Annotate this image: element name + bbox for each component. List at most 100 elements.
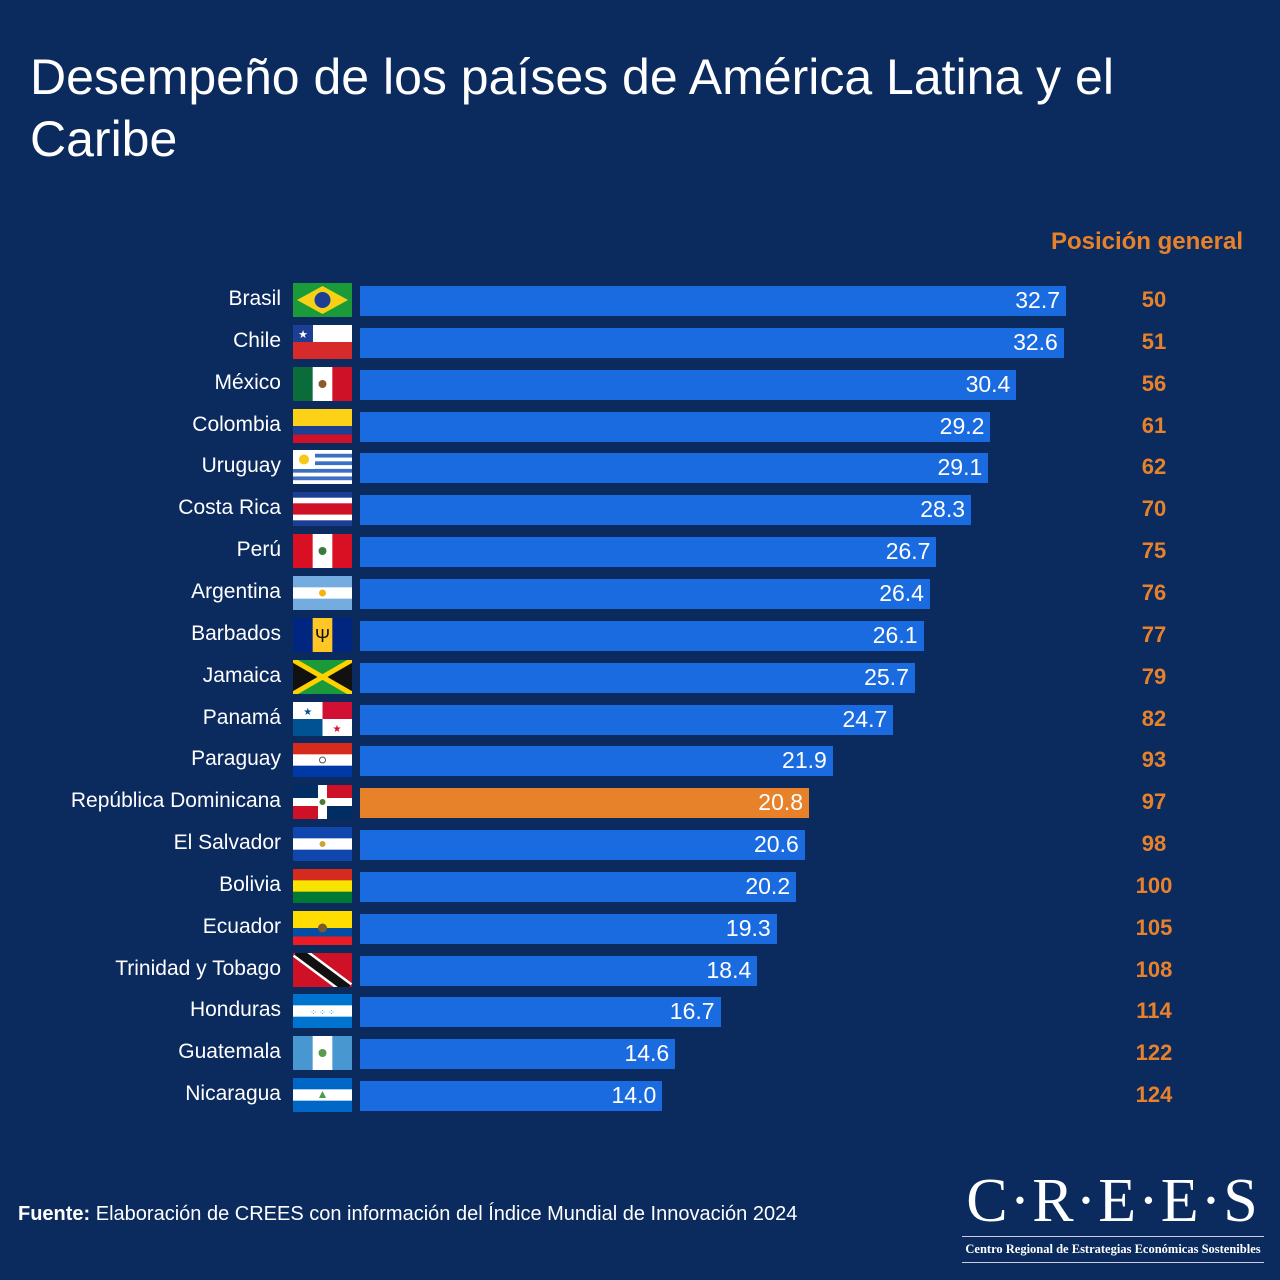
bar-mexico [360,369,1017,400]
category-label-el-salvador: El Salvador [173,831,281,855]
rank-label-argentina: 76 [1141,579,1167,605]
rank-label-colombia: 61 [1141,412,1167,438]
flag-icon-paraguay [293,743,352,778]
category-label-republica-dominicana: República Dominicana [70,789,281,813]
rank-label-republica-dominicana: 97 [1141,789,1167,815]
flag-icon-chile: ★ [293,324,352,360]
rank-label-panama: 82 [1141,705,1167,731]
flag-icon-brasil [293,283,352,317]
value-label-bolivia: 20.2 [745,872,791,899]
bar-peru [360,537,937,568]
crees-logo: C·R·E·E·S Centro Regional de Estrategias… [962,1168,1264,1263]
bar-republica-dominicana [360,788,810,819]
bar-barbados [360,620,924,651]
svg-text:★: ★ [303,707,312,718]
rank-label-barbados: 77 [1141,621,1167,647]
value-label-peru: 26.7 [885,538,931,565]
category-label-chile: Chile [233,328,281,352]
category-label-nicaragua: Nicaragua [185,1082,281,1106]
rank-label-mexico: 56 [1141,370,1167,396]
flag-icon-ecuador [293,910,352,945]
bar-honduras [360,997,721,1028]
bar-argentina [360,578,930,609]
value-label-mexico: 30.4 [965,370,1011,397]
value-label-panama: 24.7 [842,705,888,732]
rank-label-brasil: 50 [1141,287,1167,312]
bar-el-salvador [360,830,805,861]
rank-label-guatemala: 122 [1135,1040,1173,1066]
flag-icon-panama: ★ ★ [293,701,352,736]
rank-label-ecuador: 105 [1135,914,1173,940]
flag-icon-jamaica [291,657,354,696]
flag-icon-bolivia [293,868,352,904]
value-label-barbados: 26.1 [872,621,918,648]
flag-icon-el-salvador [293,827,352,862]
category-label-mexico: México [214,370,281,394]
bar-colombia [360,411,991,442]
rank-label-nicaragua: 124 [1135,1082,1173,1108]
flag-icon-republica-dominicana [293,785,352,820]
category-label-brasil: Brasil [228,287,281,310]
value-label-jamaica: 25.7 [864,663,909,690]
category-label-bolivia: Bolivia [219,872,281,896]
value-label-argentina: 26.4 [879,579,924,606]
value-label-honduras: 16.7 [669,998,715,1025]
category-label-honduras: Honduras [189,998,281,1022]
value-label-chile: 32.6 [1013,328,1058,355]
logo-wordmark: C·R·E·E·S [966,1167,1260,1235]
svg-text:Ψ: Ψ [315,626,330,646]
category-label-panama: Panamá [202,705,281,729]
value-label-brasil: 32.7 [1015,287,1060,313]
category-label-paraguay: Paraguay [191,747,281,771]
bar-paraguay [360,746,833,777]
logo-subtitle: Centro Regional de Estrategias Económica… [962,1236,1264,1263]
bar-trinidad-y-tobago [360,955,758,986]
flag-icon-nicaragua [293,1078,352,1113]
rank-label-bolivia: 100 [1135,872,1173,898]
rank-label-chile: 51 [1141,328,1167,354]
source-note: Fuente: Elaboración de CREES con informa… [18,1203,797,1226]
value-label-trinidad-y-tobago: 18.4 [706,956,752,983]
category-label-argentina: Argentina [191,579,281,603]
value-label-ecuador: 19.3 [725,914,771,941]
category-label-barbados: Barbados [191,621,281,645]
bar-ecuador [360,913,777,944]
rank-label-honduras: 114 [1136,998,1172,1024]
category-label-trinidad-y-tobago: Trinidad y Tobago [115,956,281,980]
bar-costa-rica [360,495,971,526]
flag-icon-colombia [293,408,352,443]
bar-guatemala [360,1039,676,1070]
flag-icon-guatemala [293,1036,353,1071]
value-label-guatemala: 14.6 [624,1040,670,1067]
value-label-republica-dominicana: 20.8 [758,789,804,816]
flag-icon-costa-rica [293,492,352,527]
value-label-paraguay: 21.9 [782,747,827,774]
rank-label-peru: 75 [1141,538,1167,564]
svg-text:★: ★ [298,329,308,341]
value-label-costa-rica: 28.3 [920,496,965,523]
bar-panama [360,704,894,735]
category-label-guatemala: Guatemala [178,1040,281,1064]
value-label-nicaragua: 14.0 [611,1082,657,1109]
chart-title: Desempeño de los países de América Latin… [30,49,1114,167]
rank-label-el-salvador: 98 [1141,831,1167,857]
rank-label-uruguay: 62 [1141,454,1167,480]
bar-uruguay [360,453,989,484]
category-label-ecuador: Ecuador [202,914,281,938]
rank-label-jamaica: 79 [1141,663,1167,689]
svg-text:★: ★ [333,724,342,735]
category-label-colombia: Colombia [192,412,281,436]
category-label-costa-rica: Costa Rica [178,496,281,520]
value-label-el-salvador: 20.6 [753,831,799,858]
category-label-uruguay: Uruguay [201,454,281,478]
source-label: Fuente: [18,1203,91,1225]
flag-icon-honduras: ⁘ ⁘ ⁘ [293,994,352,1029]
bar-bolivia [360,871,797,902]
flag-icon-uruguay [293,450,352,485]
bar-brasil [360,286,1066,316]
svg-text:⁘ ⁘ ⁘: ⁘ ⁘ ⁘ [310,1008,335,1017]
rank-label-paraguay: 93 [1141,747,1167,773]
flag-icon-argentina [293,575,352,611]
category-label-jamaica: Jamaica [202,663,281,687]
